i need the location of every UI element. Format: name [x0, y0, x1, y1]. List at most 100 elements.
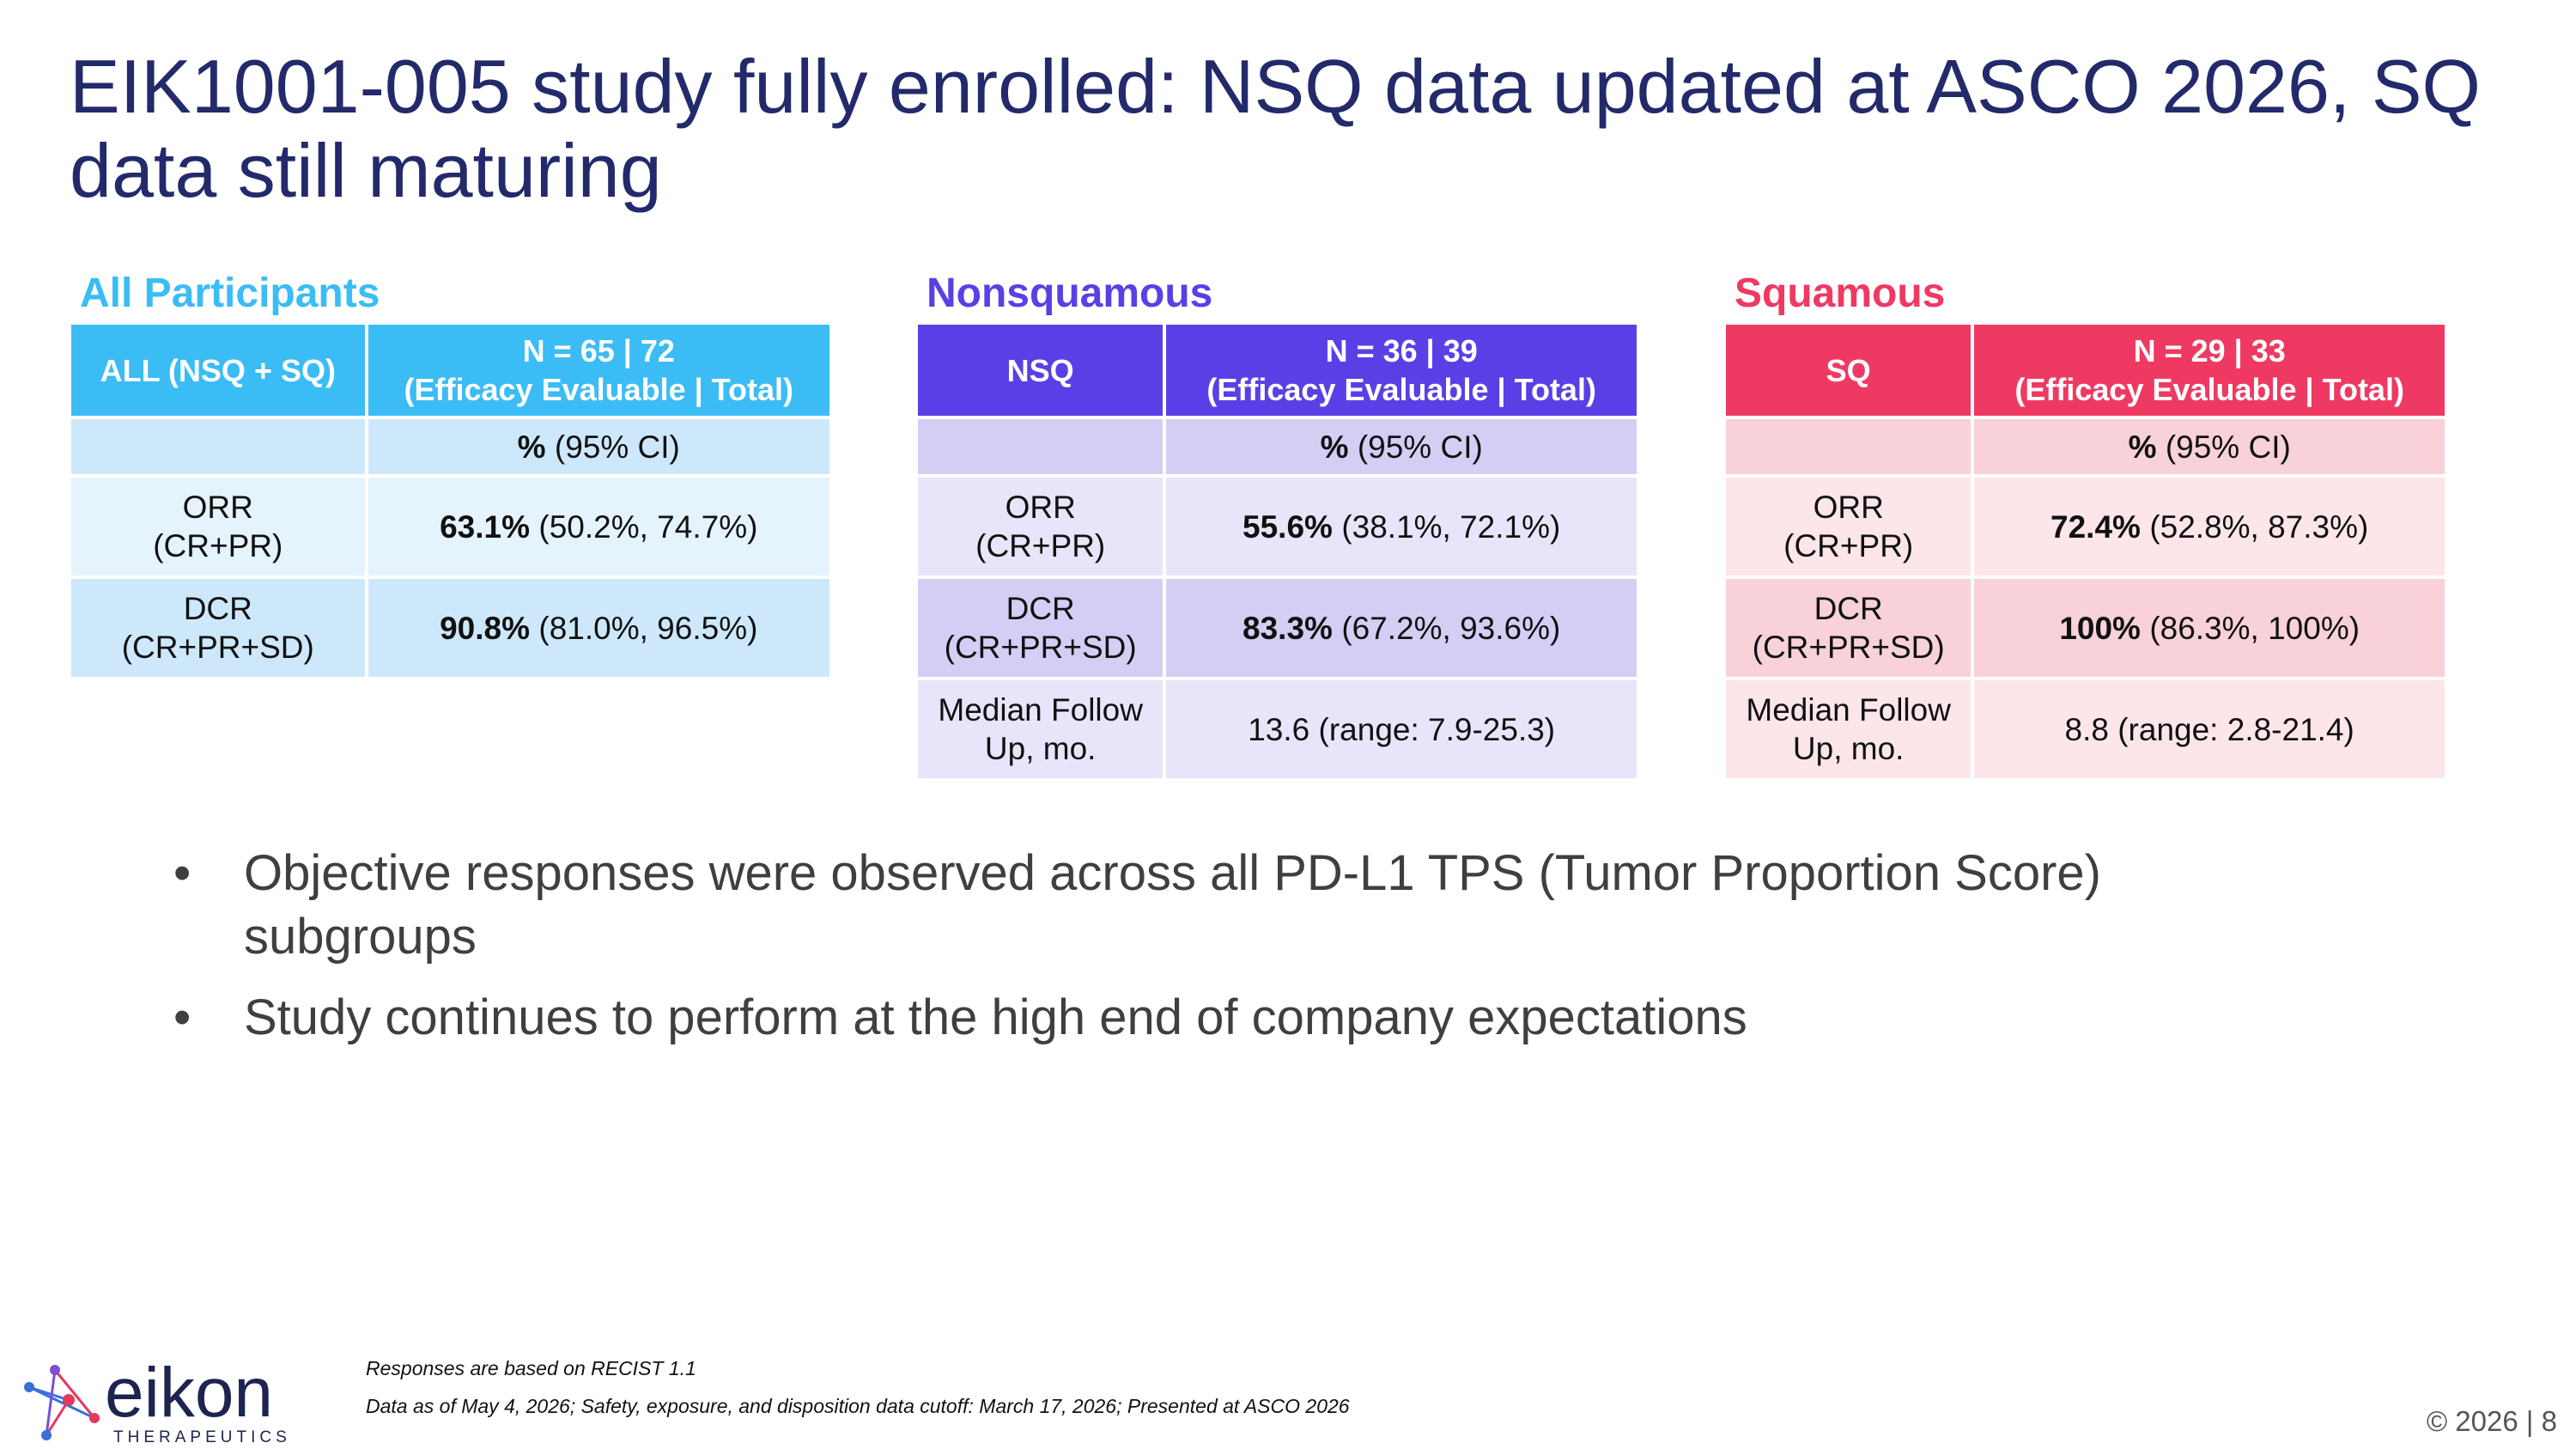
header-row: ALL (NSQ + SQ) N = 65 | 72 (Efficacy Evalu… [68, 321, 834, 419]
header-note: (Efficacy Evaluable | Total) [2014, 372, 2404, 407]
logo: eikon THERAPEUTICS [24, 1354, 291, 1446]
row-label-line: (CR+PR+SD) [1752, 630, 1945, 665]
value-text: (38.1%, 72.1%) [1341, 508, 1561, 545]
row-value: 8.8 (range: 2.8-21.4) [1971, 677, 2448, 782]
logo-icon [24, 1365, 100, 1440]
row-label-line: Median Follow [1746, 692, 1951, 728]
value-text: (52.8%, 87.3%) [2149, 508, 2369, 545]
row-label-line: ORR [1005, 490, 1076, 525]
row-label: ORR (CR+PR) [1722, 474, 1975, 579]
value-text: (95% CI) [554, 429, 680, 465]
data-row: ORR (CR+PR) 55.6% (38.1%, 72.1%) [914, 474, 1640, 579]
row-label: Median Follow Up, mo. [1722, 677, 1975, 782]
subheader-row: % (95% CI) [1722, 416, 2448, 478]
bold-value: 55.6% [1242, 508, 1333, 545]
data-row: DCR (CR+PR+SD) 100% (86.3%, 100%) [1722, 575, 2448, 680]
subheader-cell: % (95% CI) [1163, 416, 1640, 478]
subheader-row: % (95% CI) [68, 416, 834, 478]
row-value: 63.1% (50.2%, 74.7%) [364, 474, 834, 579]
row-label-line: (CR+PR+SD) [944, 630, 1137, 665]
row-label-line: ORR [182, 490, 253, 525]
data-row: Median Follow Up, mo. 8.8 (range: 2.8-21.4… [1722, 677, 2448, 782]
row-label: DCR (CR+PR+SD) [1722, 575, 1975, 680]
row-value: 83.3% (67.2%, 93.6%) [1163, 575, 1640, 680]
logo-name: eikon [105, 1354, 273, 1432]
logo-tagline: THERAPEUTICS [113, 1428, 291, 1446]
table-heading: Nonsquamous [927, 271, 1213, 316]
header-cell: SQ [1722, 321, 1975, 419]
row-label: ORR (CR+PR) [914, 474, 1167, 579]
value-text: (67.2%, 93.6%) [1341, 610, 1561, 646]
row-value: 72.4% (52.8%, 87.3%) [1971, 474, 2448, 579]
row-label-line: (CR+PR) [975, 528, 1106, 563]
data-row: DCR (CR+PR+SD) 90.8% (81.0%, 96.5%) [68, 575, 834, 680]
row-label-line: DCR [1005, 591, 1075, 626]
bullet-list: Objective responses were observed across… [173, 842, 2286, 1067]
row-label-line: DCR [183, 591, 252, 626]
table-heading: All Participants [80, 271, 380, 316]
header-note: (Efficacy Evaluable | Total) [1206, 372, 1596, 407]
row-label-line: ORR [1813, 490, 1884, 525]
value-text: (95% CI) [1357, 429, 1483, 465]
value-text: 8.8 (range: 2.8-21.4) [2064, 711, 2354, 747]
row-label-line: (CR+PR) [1783, 528, 1914, 563]
value-text: (86.3%, 100%) [2149, 610, 2360, 646]
subheader-cell: % (95% CI) [364, 416, 834, 478]
bold-value: % [517, 429, 546, 465]
bold-value: 100% [2059, 610, 2141, 646]
row-label-line: DCR [1814, 591, 1883, 626]
header-n: N = 29 | 33 [2133, 333, 2286, 368]
data-table: ALL (NSQ + SQ) N = 65 | 72 (Efficacy Evalu… [68, 321, 834, 680]
header-n: N = 36 | 39 [1325, 333, 1478, 368]
subheader-row: % (95% CI) [914, 416, 1640, 478]
row-value: 55.6% (38.1%, 72.1%) [1163, 474, 1640, 579]
data-row: ORR (CR+PR) 72.4% (52.8%, 87.3%) [1722, 474, 2448, 579]
page-number: © 2026 | 8 [2426, 1405, 2557, 1437]
row-label-line: Up, mo. [1792, 731, 1905, 766]
bold-value: 63.1% [440, 508, 531, 545]
data-row: Median Follow Up, mo. 13.6 (range: 7.9-25.… [914, 677, 1640, 782]
header-cell: N = 29 | 33 (Efficacy Evaluable | Total) [1971, 321, 2448, 419]
value-text: (81.0%, 96.5%) [538, 610, 758, 646]
data-table: SQ N = 29 | 33 (Efficacy Evaluable | Total… [1722, 321, 2448, 782]
data-row: ORR (CR+PR) 63.1% (50.2%, 74.7%) [68, 474, 834, 579]
row-label-line: (CR+PR) [153, 528, 283, 563]
bold-value: 72.4% [2050, 508, 2141, 545]
bold-value: % [2128, 429, 2157, 465]
header-row: SQ N = 29 | 33 (Efficacy Evaluable | Total… [1722, 321, 2448, 419]
row-label-line: Median Follow [938, 692, 1143, 728]
header-row: NSQ N = 36 | 39 (Efficacy Evaluable | Tota… [914, 321, 1640, 419]
bullet: Study continues to perform at the high e… [173, 986, 2286, 1050]
header-cell: N = 36 | 39 (Efficacy Evaluable | Total) [1163, 321, 1640, 419]
header-note: (Efficacy Evaluable | Total) [404, 372, 794, 407]
row-label: DCR (CR+PR+SD) [914, 575, 1167, 680]
row-label: ORR (CR+PR) [68, 474, 368, 579]
header-n: N = 65 | 72 [522, 333, 675, 368]
bold-value: % [1320, 429, 1349, 465]
value-text: (95% CI) [2165, 429, 2291, 465]
data-table: NSQ N = 36 | 39 (Efficacy Evaluable | Tota… [914, 321, 1640, 782]
data-row: DCR (CR+PR+SD) 83.3% (67.2%, 93.6%) [914, 575, 1640, 680]
value-text: (50.2%, 74.7%) [538, 508, 758, 545]
subheader-cell [68, 416, 368, 478]
subheader-cell [1722, 416, 1975, 478]
row-label: Median Follow Up, mo. [914, 677, 1167, 782]
row-label-line: (CR+PR+SD) [121, 630, 314, 665]
row-value: 90.8% (81.0%, 96.5%) [364, 575, 834, 680]
bold-value: 90.8% [440, 610, 531, 646]
header-cell: ALL (NSQ + SQ) [68, 321, 368, 419]
value-text: 13.6 (range: 7.9-25.3) [1248, 711, 1556, 747]
header-cell: NSQ [914, 321, 1167, 419]
bullet: Objective responses were observed across… [173, 842, 2286, 969]
footnote: Responses are based on RECIST 1.1 [366, 1357, 696, 1379]
row-value: 100% (86.3%, 100%) [1971, 575, 2448, 680]
footnote: Data as of May 4, 2026; Safety, exposure… [366, 1395, 1350, 1417]
slide-title: EIK1001-005 study fully enrolled: NSQ da… [70, 44, 2481, 213]
row-label-line: Up, mo. [984, 731, 1097, 766]
row-label: DCR (CR+PR+SD) [68, 575, 368, 680]
bold-value: 83.3% [1242, 610, 1333, 646]
row-value: 13.6 (range: 7.9-25.3) [1163, 677, 1640, 782]
subheader-cell: % (95% CI) [1971, 416, 2448, 478]
table-heading: Squamous [1735, 271, 1946, 316]
